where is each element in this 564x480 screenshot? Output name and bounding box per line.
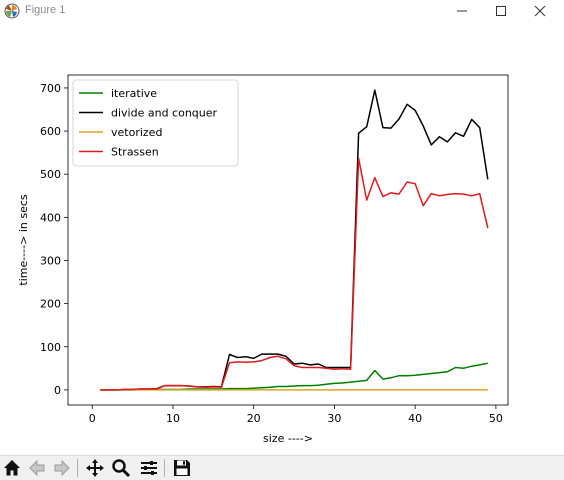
- back-button[interactable]: [26, 457, 48, 479]
- y-tick-label: 500: [40, 168, 61, 181]
- legend-label-2: divide and conquer: [111, 107, 218, 120]
- zoom-button[interactable]: [110, 457, 132, 479]
- y-axis-label: time----> in secs: [17, 194, 30, 286]
- matplotlib-icon: [4, 3, 20, 19]
- toolbar-separator: [164, 459, 165, 477]
- plot-frame: [67, 74, 509, 406]
- figure-canvas: 0 10 20 30 40 50 0 100 200 300 400 500 600 700 size --…: [0, 22, 564, 455]
- minimize-icon: [457, 10, 467, 12]
- home-icon: [4, 460, 20, 476]
- home-button[interactable]: [1, 457, 23, 479]
- zoom-icon: [112, 459, 131, 478]
- legend-box: [72, 79, 239, 167]
- maximize-icon: [496, 6, 506, 16]
- series-line-1: [100, 362, 488, 391]
- series-line-4: [100, 157, 489, 391]
- y-tick-label: 600: [40, 125, 61, 138]
- y-tick-label: 700: [40, 82, 61, 95]
- x-tick-label: 40: [408, 412, 422, 425]
- toolbar-separator: [77, 459, 78, 477]
- legend-label-1: iterative: [111, 87, 157, 100]
- close-button[interactable]: [523, 0, 557, 22]
- save-button[interactable]: [171, 457, 193, 479]
- pan-icon: [86, 459, 104, 477]
- y-tick-label: 200: [40, 298, 61, 311]
- x-tick-label: 20: [247, 412, 261, 425]
- forward-button[interactable]: [51, 457, 73, 479]
- forward-icon: [54, 459, 70, 477]
- x-tick-label: 30: [327, 412, 341, 425]
- configure-subplots-icon: [141, 461, 157, 475]
- y-tick-label: 400: [40, 211, 61, 224]
- close-icon: [534, 5, 546, 17]
- y-tick-label: 0: [54, 384, 61, 397]
- x-tick-label: 0: [89, 412, 96, 425]
- window-titlebar: Figure 1: [0, 0, 564, 22]
- configure-subplots-button[interactable]: [138, 457, 160, 479]
- legend-label-3: vetorized: [111, 126, 162, 139]
- minimize-button[interactable]: [445, 0, 479, 22]
- y-tick-label: 300: [40, 254, 61, 267]
- back-icon: [29, 459, 45, 477]
- save-icon: [174, 460, 190, 476]
- x-axis-label: size ---->: [263, 432, 313, 445]
- navigation-toolbar: [0, 455, 564, 480]
- window-title: Figure 1: [25, 4, 66, 16]
- legend-label-4: Strassen: [111, 146, 159, 159]
- y-tick-label: 100: [40, 341, 61, 354]
- pan-button[interactable]: [84, 457, 106, 479]
- maximize-button[interactable]: [484, 0, 518, 22]
- x-tick-label: 50: [489, 412, 503, 425]
- x-tick-label: 10: [166, 412, 180, 425]
